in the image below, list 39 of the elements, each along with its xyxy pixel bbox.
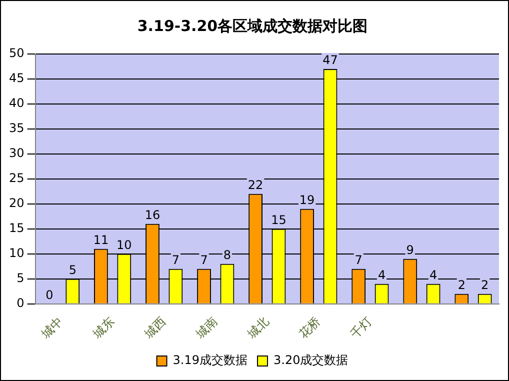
y-tick-label: 40 xyxy=(8,96,24,110)
data-label: 9 xyxy=(406,243,414,257)
x-tick-label: 花桥 xyxy=(296,314,323,342)
data-label: 4 xyxy=(378,268,386,282)
legend-label: 3.20成交数据 xyxy=(274,353,348,368)
data-label: 11 xyxy=(93,233,109,248)
data-label: 5 xyxy=(68,262,76,277)
y-tick-label: 0 xyxy=(16,296,24,310)
y-tick-label: 20 xyxy=(8,196,24,210)
data-label: 47 xyxy=(322,53,338,68)
x-tick-label: 城西 xyxy=(140,314,168,342)
y-tick-label: 15 xyxy=(8,221,24,236)
data-label: 19 xyxy=(299,193,315,208)
data-label: 15 xyxy=(271,213,286,228)
data-label: 0 xyxy=(46,288,54,302)
data-label: 8 xyxy=(223,248,232,262)
y-tick-label: 5 xyxy=(16,270,24,285)
data-label: 10 xyxy=(116,238,132,252)
data-label: 16 xyxy=(144,208,160,222)
data-label: 7 xyxy=(200,252,208,267)
x-tick-label: 城东 xyxy=(89,314,117,342)
y-tick-label: 10 xyxy=(8,246,24,260)
x-tick-label: 城北 xyxy=(244,314,272,342)
data-label: 22 xyxy=(248,178,264,192)
x-tick-label: 城南 xyxy=(192,314,220,342)
y-tick-label: 45 xyxy=(8,71,24,86)
x-tick-label: 城中 xyxy=(38,314,66,342)
chart-title: 3.19-3.20各区域成交数据对比图 xyxy=(137,16,368,35)
data-label: 4 xyxy=(429,268,438,282)
legend-label: 3.19成交数据 xyxy=(172,353,248,368)
data-label: 2 xyxy=(458,278,466,292)
data-label: 2 xyxy=(481,278,489,292)
y-tick-label: 35 xyxy=(8,121,24,136)
y-tick-label: 25 xyxy=(8,171,24,186)
data-label: 7 xyxy=(172,252,180,267)
y-tick-label: 50 xyxy=(8,46,24,60)
data-label: 7 xyxy=(354,252,362,267)
y-tick-label: 30 xyxy=(8,146,24,160)
x-tick-label: 千灯 xyxy=(348,314,375,342)
